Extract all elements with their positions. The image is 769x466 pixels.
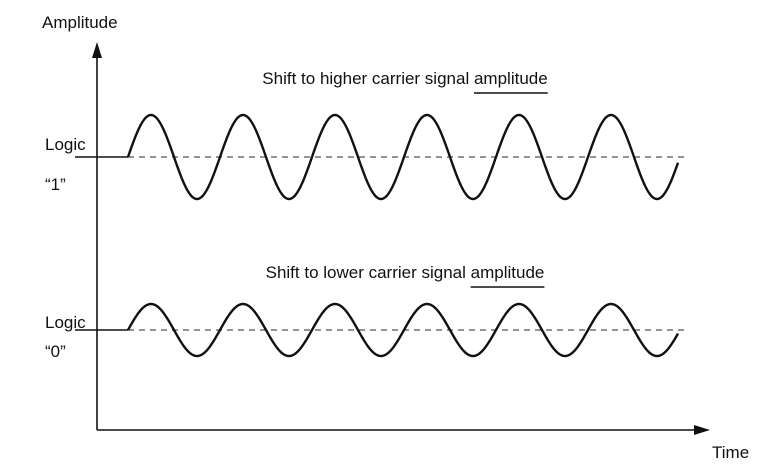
caption-emphasis: amplitude [471,263,545,282]
caption: Shift to higher carrier signal amplitude [262,69,547,88]
x-axis-arrow [694,425,710,435]
y-axis-label: Amplitude [42,13,118,32]
carrier-wave [126,302,680,358]
carrier-wave [126,113,680,201]
level-label: “1” [45,175,66,194]
caption-emphasis: amplitude [474,69,548,88]
caption-text: Shift to lower carrier signal [266,263,466,282]
x-axis-label: Time [712,443,749,461]
caption-text: Shift to higher carrier signal [262,69,469,88]
level-label: “0” [45,342,66,361]
y-axis-arrow [92,42,102,58]
caption: Shift to lower carrier signal amplitude [266,263,545,282]
level-label: Logic [45,135,86,154]
level-label: Logic [45,313,86,332]
